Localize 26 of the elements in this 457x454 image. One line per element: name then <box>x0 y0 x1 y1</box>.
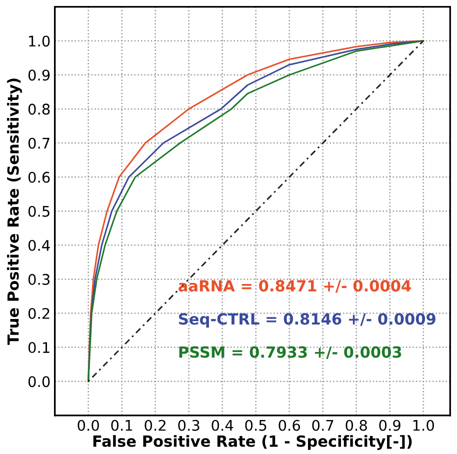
y-tick-label: 0.3 <box>28 274 50 285</box>
x-tick-label: 0.7 <box>312 420 334 431</box>
x-tick-label: 0.9 <box>379 420 400 431</box>
y-tick-label: 0.7 <box>28 138 50 149</box>
x-axis-title: False Positive Rate (1 - Specificity[-]) <box>93 435 412 450</box>
y-tick-label: 1.0 <box>29 36 50 47</box>
x-tick-label: 0.6 <box>278 420 300 431</box>
x-tick-label: 0.5 <box>245 420 266 431</box>
y-tick-label: 0.2 <box>28 308 50 320</box>
x-tick-label: 1.0 <box>413 420 434 431</box>
y-tick-label: 0.4 <box>28 240 50 251</box>
text: Seq-CTRL = 0.8146 +/- 0.0009 <box>179 313 436 328</box>
x-tick-label: 0.0 <box>78 420 99 431</box>
y-tick-label: 0.5 <box>28 206 50 217</box>
y-tick-label: 0.0 <box>28 376 50 388</box>
x-tick-label: 0.3 <box>178 420 200 431</box>
y-tick-label: 0.9 <box>28 70 50 81</box>
x-tick-label: 0.1 <box>111 420 132 431</box>
y-tick-label: 0.8 <box>28 104 50 115</box>
x-tick-label: 0.2 <box>144 420 166 431</box>
y-tick-label: 0.6 <box>28 172 50 183</box>
y-tick-label: 0.1 <box>28 342 50 354</box>
text: PSSM = 0.7933 +/- 0.0003 <box>179 346 402 360</box>
x-tick-label: 0.8 <box>346 420 367 431</box>
y-axis-title: True Positive Rate (Sensitivity) <box>7 78 22 345</box>
x-tick-label: 0.4 <box>212 420 234 431</box>
